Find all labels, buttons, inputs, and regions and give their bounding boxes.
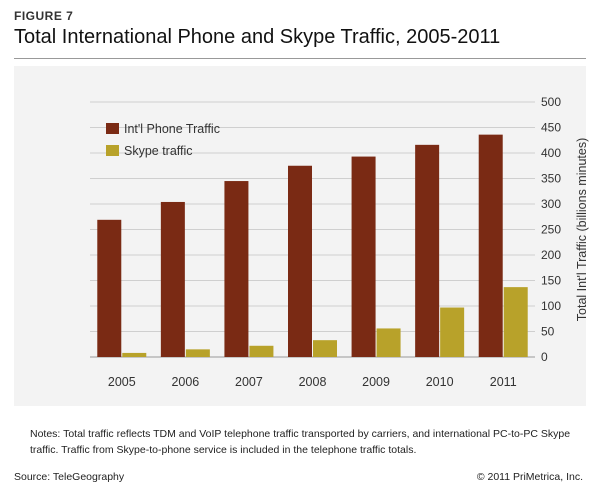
x-tick-label: 2011 xyxy=(490,375,517,389)
chart-notes: Notes: Total traffic reflects TDM and Vo… xyxy=(30,428,571,456)
phone-traffic-bar-2009 xyxy=(351,156,376,357)
y-tick-label: 0 xyxy=(541,350,548,364)
x-tick-label: 2010 xyxy=(426,375,454,389)
y-tick-label: 250 xyxy=(541,223,561,237)
copyright: © 2011 PriMetrica, Inc. xyxy=(476,471,583,483)
y-tick-label: 400 xyxy=(541,146,561,160)
phone-traffic-bar-2011 xyxy=(478,134,503,357)
y-tick-label: 200 xyxy=(541,248,561,262)
skype-traffic-bar-2008 xyxy=(313,340,337,357)
skype-traffic-bar-2009 xyxy=(376,328,401,357)
phone-traffic-bar-2005 xyxy=(97,219,122,357)
chart-title: Total International Phone and Skype Traf… xyxy=(14,26,501,48)
y-tick-label: 50 xyxy=(541,325,555,339)
y-tick-labels: 0 50 100 150 200 250 300 350 400 450 500 xyxy=(541,95,561,364)
skype-traffic-bar-2005 xyxy=(122,352,147,357)
x-tick-label: 2006 xyxy=(171,375,199,389)
phone-traffic-bar-2010 xyxy=(415,144,440,357)
x-tick-label: 2007 xyxy=(235,375,263,389)
skype-traffic-bar-2010 xyxy=(440,307,465,357)
x-tick-label: 2008 xyxy=(299,375,327,389)
phone-traffic-bar-2008 xyxy=(288,165,312,357)
x-tick-label: 2009 xyxy=(362,375,390,389)
y-tick-label: 500 xyxy=(541,95,561,109)
title-divider xyxy=(14,58,586,59)
y-tick-label: 450 xyxy=(541,121,561,135)
gridlines xyxy=(90,101,535,358)
legend-swatch xyxy=(106,145,119,156)
phone-traffic-bar-2007 xyxy=(224,181,249,357)
skype-traffic-bar-2011 xyxy=(503,287,528,357)
legend-label: Skype traffic xyxy=(124,144,193,158)
y-tick-label: 150 xyxy=(541,274,561,288)
y-tick-label: 350 xyxy=(541,172,561,186)
source-credit: Source: TeleGeography xyxy=(14,471,125,483)
figure-label: FIGURE 7 xyxy=(14,9,74,23)
skype-traffic-bar-2007 xyxy=(249,345,274,357)
legend: Int'l Phone Traffic Skype traffic xyxy=(106,122,220,158)
skype-traffic-bar-2006 xyxy=(185,349,210,357)
y-axis-label: Total Int'l Traffic (billions minutes) xyxy=(575,138,589,321)
y-tick-label: 100 xyxy=(541,299,561,313)
phone-traffic-bar-2006 xyxy=(160,201,185,357)
y-tick-label: 300 xyxy=(541,197,561,211)
x-tick-label: 2005 xyxy=(108,375,136,389)
bars xyxy=(97,134,528,357)
legend-label: Int'l Phone Traffic xyxy=(124,122,220,136)
x-tick-labels: 2005 2006 2007 2008 2009 2010 2011 xyxy=(108,375,517,389)
bar-chart: 2005 2006 2007 2008 2009 2010 2011 0 50 100 150 20… xyxy=(90,95,589,389)
legend-swatch xyxy=(106,123,119,134)
